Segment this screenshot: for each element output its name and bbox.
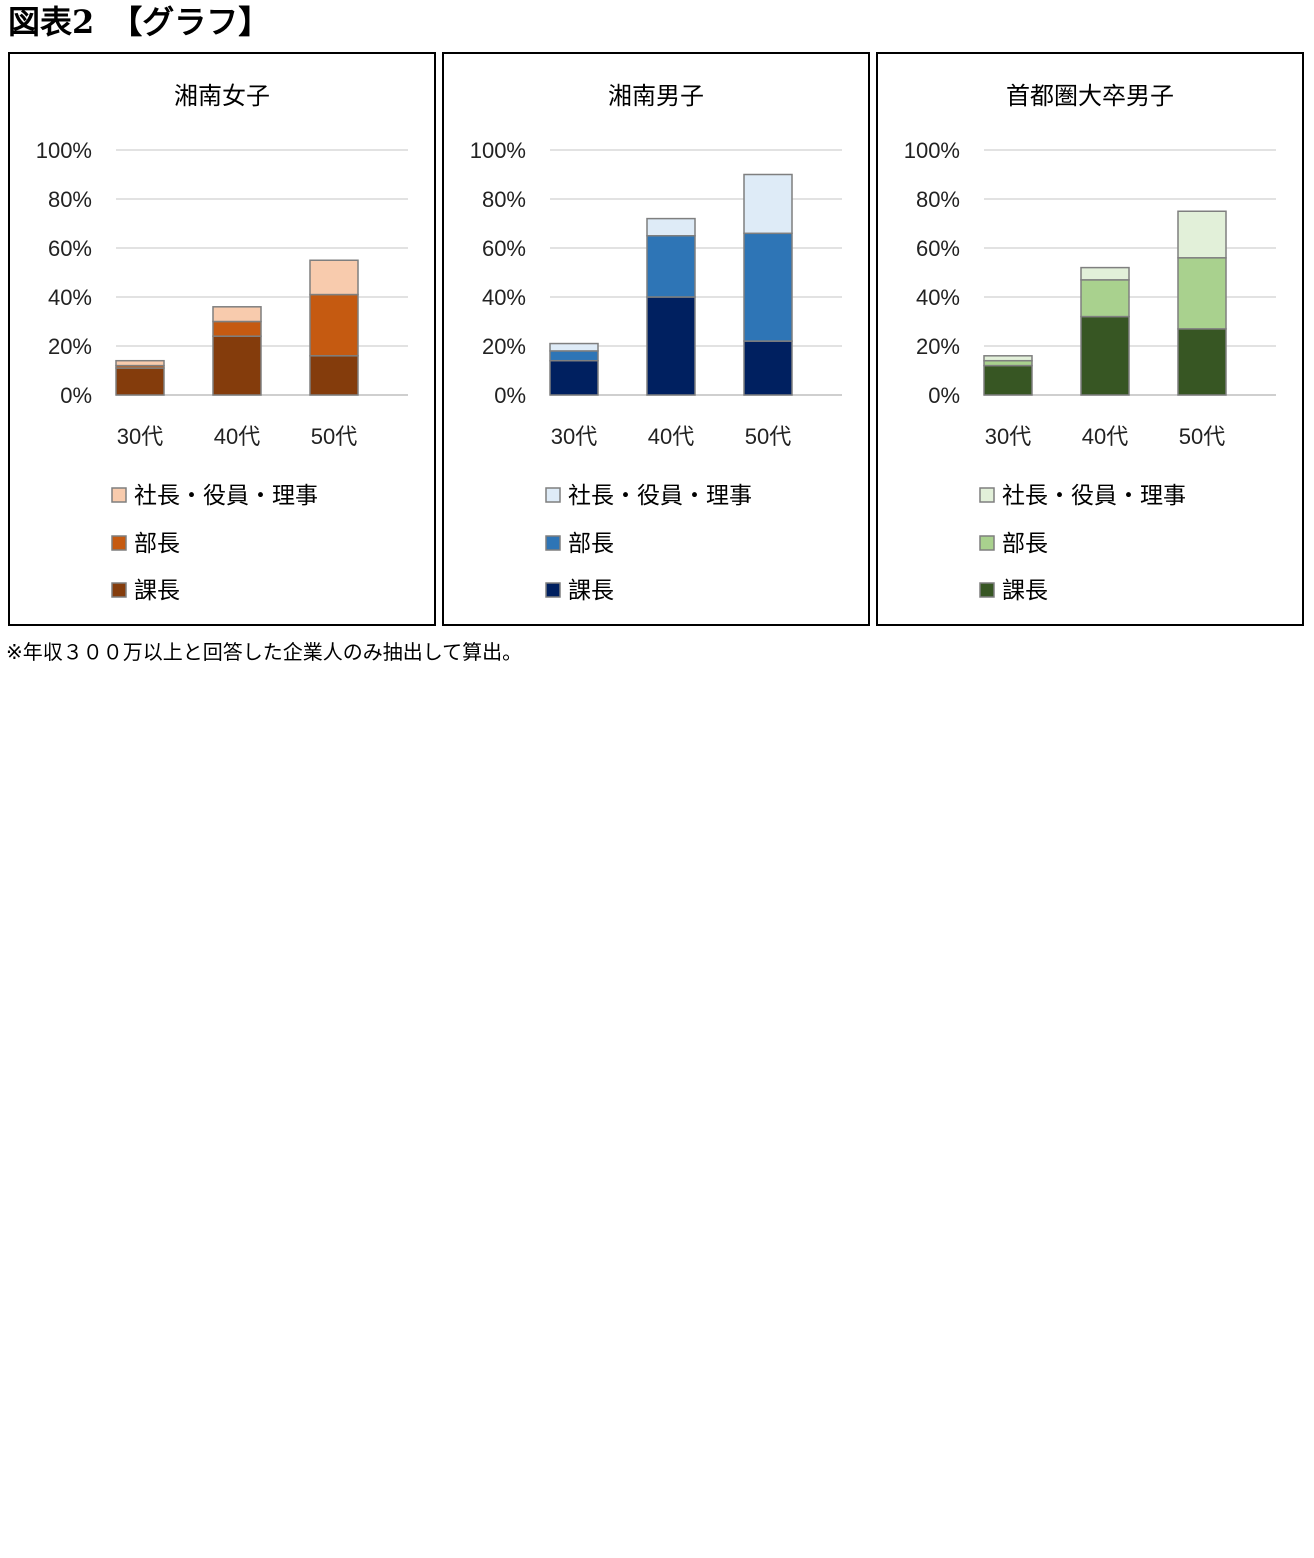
y-tick-label: 100% <box>904 138 960 163</box>
x-category-label: 40代 <box>214 424 260 449</box>
bar-segment <box>549 342 599 352</box>
y-tick-label: 80% <box>916 187 960 212</box>
x-category-label: 30代 <box>985 424 1031 449</box>
chart-title: 湘南男子 <box>608 82 704 110</box>
legend-label: 部長 <box>568 531 614 557</box>
x-category-label: 30代 <box>551 424 597 449</box>
bar-segment <box>1177 210 1227 259</box>
bar-segment <box>983 355 1033 362</box>
y-tick-label: 20% <box>48 334 92 359</box>
x-category-label: 50代 <box>745 424 791 449</box>
bar-segment <box>309 355 359 396</box>
bar-segment <box>212 320 262 337</box>
y-tick-label: 40% <box>48 285 92 310</box>
y-tick-label: 20% <box>916 334 960 359</box>
y-tick-label: 80% <box>482 187 526 212</box>
y-tick-label: 100% <box>36 138 92 163</box>
y-tick-label: 60% <box>482 236 526 261</box>
bar-segment <box>309 259 359 296</box>
legend-label: 課長 <box>134 578 180 604</box>
bar-segment <box>1080 315 1130 396</box>
x-category-label: 50代 <box>1179 424 1225 449</box>
legend-swatch <box>979 535 995 551</box>
legend-swatch <box>111 535 127 551</box>
stacked-bar-chart: 湘南男子 0% 20% 40% 60% 80% 100% 30代 40代 50代社長・役員・理事部… <box>470 82 842 604</box>
bar-segment <box>1177 257 1227 330</box>
bar-segment <box>1080 279 1130 318</box>
bar-segment <box>309 293 359 357</box>
legend-swatch <box>111 582 127 598</box>
bar-segment <box>212 306 262 323</box>
chart-title: 首都圏大卒男子 <box>1006 82 1174 110</box>
figure-heading: 図表2 【グラフ】 <box>8 3 271 41</box>
bar-segment <box>646 217 696 237</box>
y-tick-label: 0% <box>494 383 526 408</box>
y-tick-label: 40% <box>916 285 960 310</box>
legend-swatch <box>545 487 561 503</box>
legend-swatch <box>979 487 995 503</box>
y-tick-label: 60% <box>916 236 960 261</box>
y-tick-label: 40% <box>482 285 526 310</box>
x-category-label: 50代 <box>311 424 357 449</box>
legend-swatch <box>111 487 127 503</box>
y-tick-label: 60% <box>48 236 92 261</box>
y-tick-label: 20% <box>482 334 526 359</box>
bar-segment <box>1177 328 1227 396</box>
legend-swatch <box>545 535 561 551</box>
legend-label: 部長 <box>1002 531 1048 557</box>
x-category-label: 40代 <box>648 424 694 449</box>
bar-segment <box>549 359 599 396</box>
stacked-bar-chart: 湘南女子 0% 20% 40% 60% 80% 100% 30代 40代 50代社長・役員・理事部… <box>36 82 408 604</box>
legend-label: 課長 <box>1002 578 1048 604</box>
bar-segment <box>743 232 793 342</box>
legend-label: 社長・役員・理事 <box>568 483 752 509</box>
bar-segment <box>743 340 793 396</box>
bar-segment <box>1080 266 1130 281</box>
bar-segment <box>115 359 165 367</box>
footnote: ※年収３００万以上と回答した企業人のみ抽出して算出。 <box>6 640 523 664</box>
y-tick-label: 100% <box>470 138 526 163</box>
x-category-label: 30代 <box>117 424 163 449</box>
legend-label: 課長 <box>568 578 614 604</box>
y-tick-label: 0% <box>60 383 92 408</box>
chart-title: 湘南女子 <box>174 82 270 110</box>
stacked-bar-chart: 首都圏大卒男子 0% 20% 40% 60% 80% 100% 30代 40代 50代社長・役員・… <box>904 82 1276 604</box>
legend-label: 部長 <box>134 531 180 557</box>
bar-segment <box>646 296 696 396</box>
bar-segment <box>549 350 599 362</box>
x-category-label: 40代 <box>1082 424 1128 449</box>
legend-swatch <box>545 582 561 598</box>
legend-swatch <box>979 582 995 598</box>
bar-segment <box>212 335 262 396</box>
bar-segment <box>983 364 1033 396</box>
chart-panel-metro-graduate-men: 首都圏大卒男子 0% 20% 40% 60% 80% 100% 30代 40代 50代社長・役員・… <box>876 52 1304 626</box>
bar-segment <box>743 173 793 235</box>
legend-label: 社長・役員・理事 <box>1002 483 1186 509</box>
legend-label: 社長・役員・理事 <box>134 483 318 509</box>
bar-segment <box>115 367 165 396</box>
y-tick-label: 0% <box>928 383 960 408</box>
bar-segment <box>646 235 696 298</box>
y-tick-label: 80% <box>48 187 92 212</box>
chart-panel-shonan-men: 湘南男子 0% 20% 40% 60% 80% 100% 30代 40代 50代社長・役員・理事部… <box>442 52 870 626</box>
chart-panel-shonan-women: 湘南女子 0% 20% 40% 60% 80% 100% 30代 40代 50代社長・役員・理事部… <box>8 52 436 626</box>
